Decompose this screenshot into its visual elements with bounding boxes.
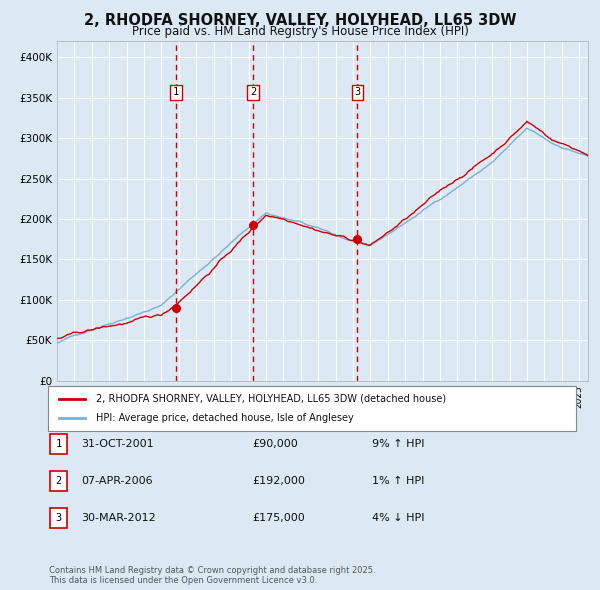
Text: 4% ↓ HPI: 4% ↓ HPI [372, 513, 425, 523]
FancyBboxPatch shape [50, 508, 67, 528]
Text: 3: 3 [354, 87, 361, 97]
Text: Contains HM Land Registry data © Crown copyright and database right 2025.
This d: Contains HM Land Registry data © Crown c… [49, 566, 376, 585]
Text: 31-OCT-2001: 31-OCT-2001 [81, 439, 154, 448]
Text: 2: 2 [250, 87, 256, 97]
Text: 2, RHODFA SHORNEY, VALLEY, HOLYHEAD, LL65 3DW: 2, RHODFA SHORNEY, VALLEY, HOLYHEAD, LL6… [84, 13, 516, 28]
Text: £90,000: £90,000 [252, 439, 298, 448]
Text: £175,000: £175,000 [252, 513, 305, 523]
Text: 2, RHODFA SHORNEY, VALLEY, HOLYHEAD, LL65 3DW (detached house): 2, RHODFA SHORNEY, VALLEY, HOLYHEAD, LL6… [95, 394, 446, 404]
Text: Price paid vs. HM Land Registry's House Price Index (HPI): Price paid vs. HM Land Registry's House … [131, 25, 469, 38]
FancyBboxPatch shape [48, 386, 576, 431]
Text: HPI: Average price, detached house, Isle of Anglesey: HPI: Average price, detached house, Isle… [95, 414, 353, 423]
Text: 1: 1 [173, 87, 179, 97]
Text: 2: 2 [56, 476, 62, 486]
Text: 30-MAR-2012: 30-MAR-2012 [81, 513, 156, 523]
Text: 1: 1 [56, 439, 62, 448]
Text: 3: 3 [56, 513, 62, 523]
Text: 07-APR-2006: 07-APR-2006 [81, 476, 152, 486]
FancyBboxPatch shape [50, 434, 67, 454]
FancyBboxPatch shape [50, 471, 67, 491]
Text: 1% ↑ HPI: 1% ↑ HPI [372, 476, 424, 486]
Text: £192,000: £192,000 [252, 476, 305, 486]
Text: 9% ↑ HPI: 9% ↑ HPI [372, 439, 425, 448]
